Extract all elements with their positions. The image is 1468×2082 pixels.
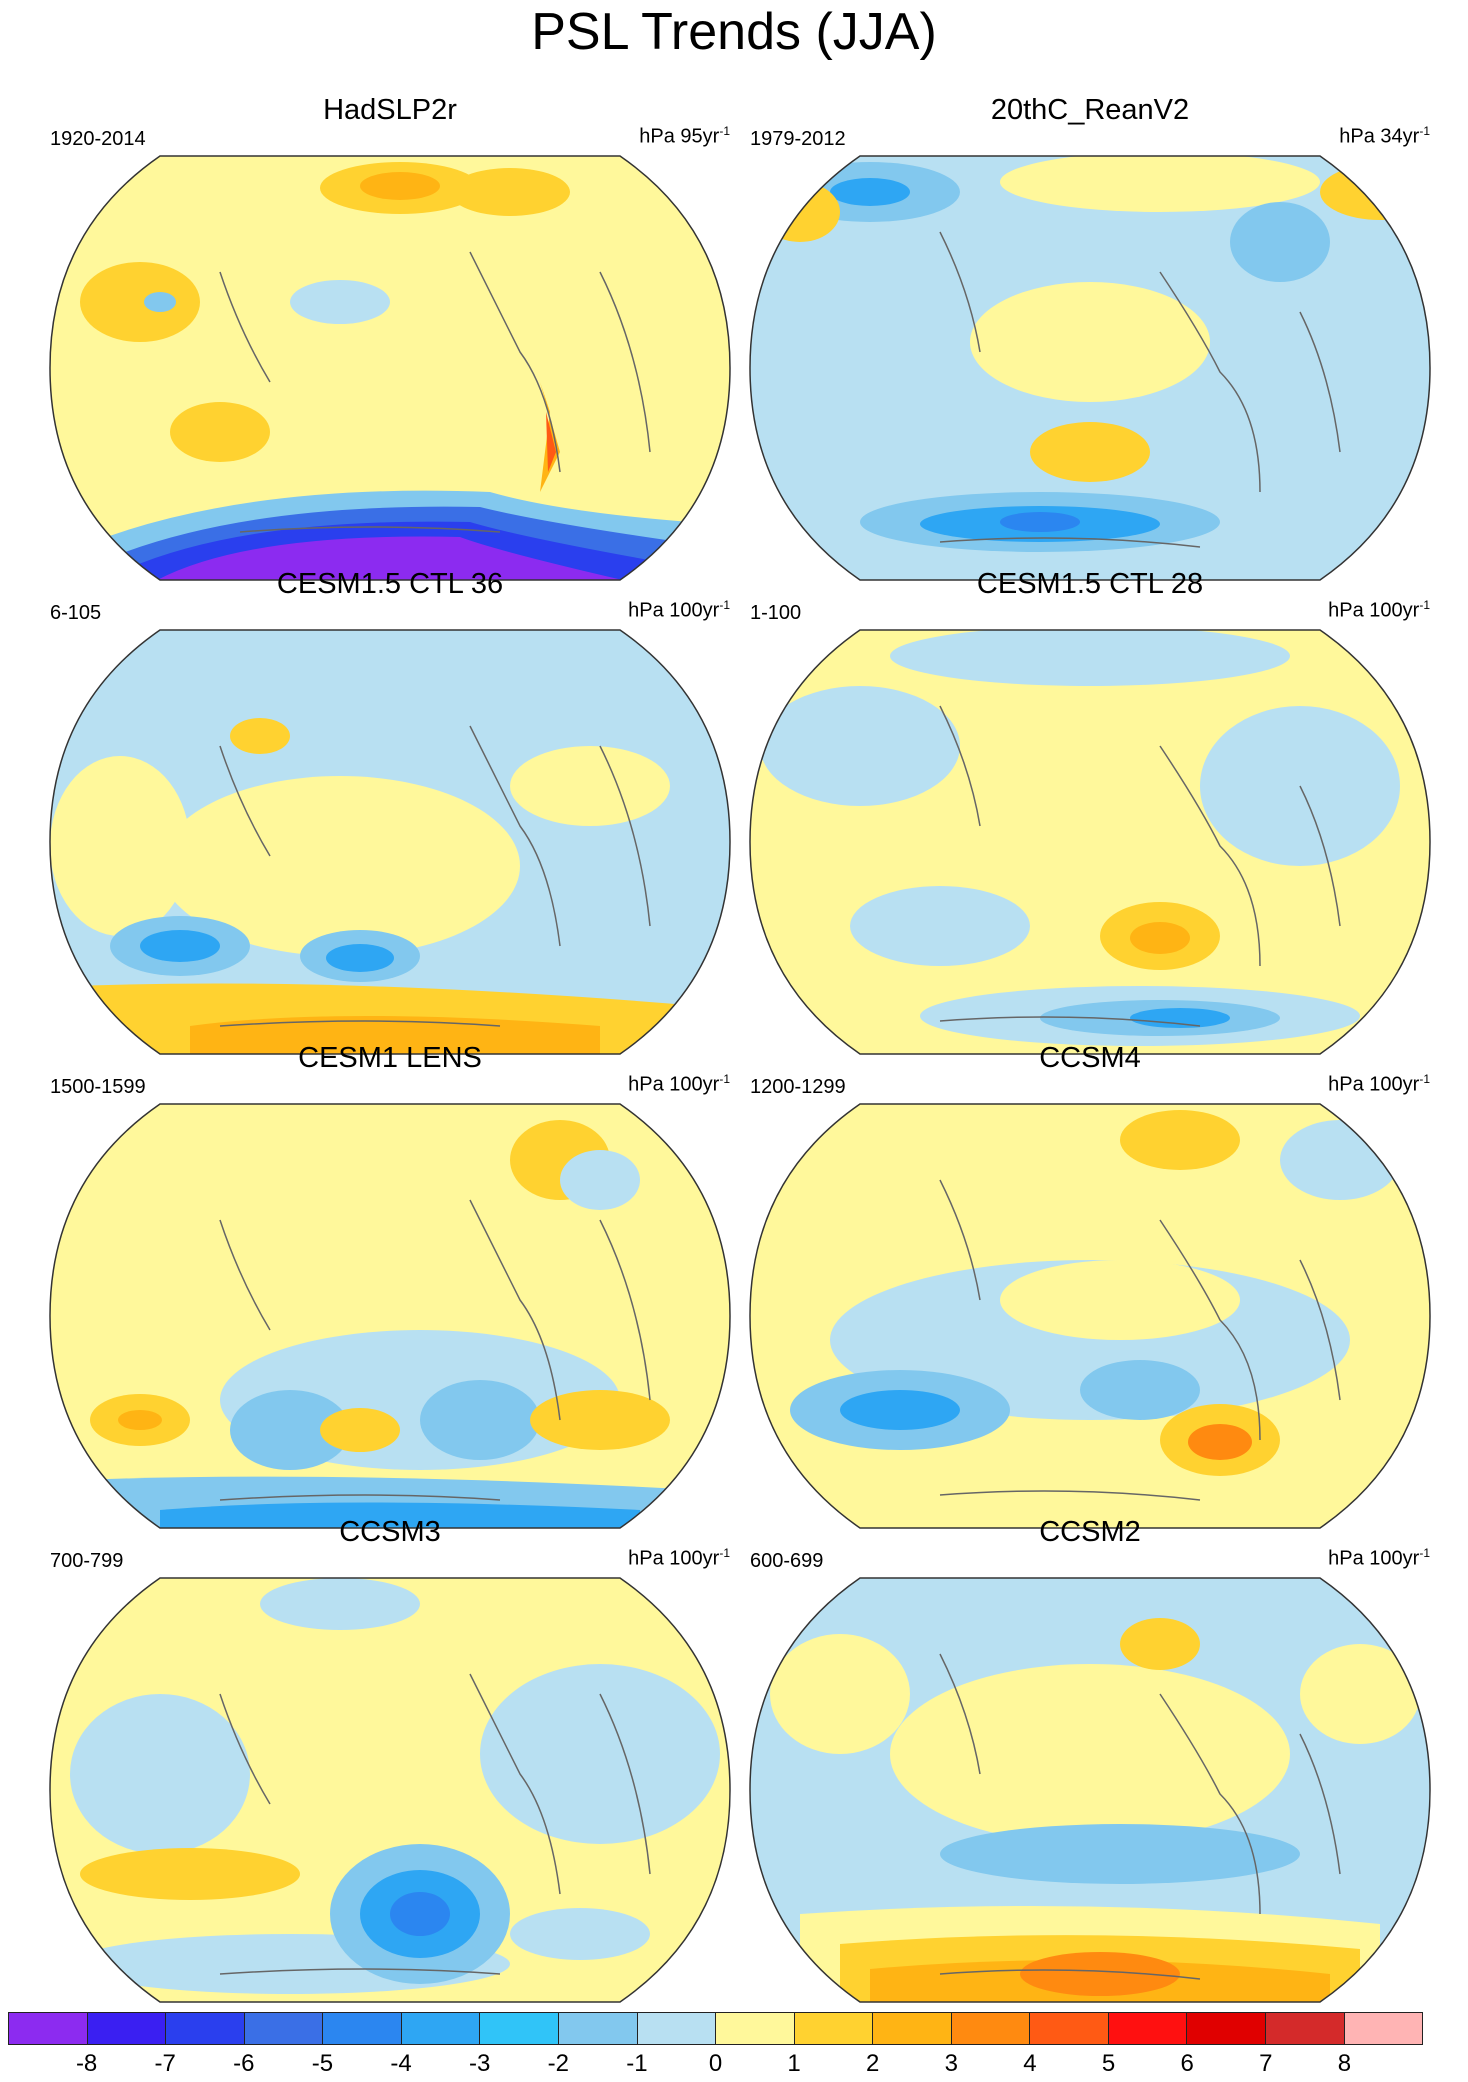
panel-units: hPa 100yr-1 (628, 1546, 730, 1570)
colorbar-tick-label: 8 (1337, 2050, 1352, 2077)
panel-units: hPa 100yr-1 (628, 1072, 730, 1096)
map-cesm1-lens (49, 1103, 731, 1529)
colorbar-tick-label: 7 (1259, 2050, 1273, 2077)
colorbar-segment (401, 2013, 481, 2044)
panel-units: hPa 95yr-1 (639, 124, 730, 148)
panel-cesm15-ctl36: CESM1.5 CTL 36 6-105 hPa 100yr-1 (40, 566, 740, 1055)
panel-ccsm3: CCSM3 700-799 hPa 100yr-1 (40, 1514, 740, 2003)
panel-20thc-reanv2: 20thC_ReanV2 1979-2012 hPa 34yr-1 (740, 92, 1440, 581)
panel-cesm15-ctl28: CESM1.5 CTL 28 1-100 hPa 100yr-1 (740, 566, 1440, 1055)
colorbar-segment (87, 2013, 167, 2044)
colorbar-tick-label: 4 (1023, 2050, 1037, 2077)
colorbar-tick-label: 6 (1180, 2050, 1194, 2077)
colorbar-tick-label: 3 (944, 2050, 958, 2077)
colorbar-tick-label: -3 (468, 2050, 491, 2077)
colorbar-segment (637, 2013, 717, 2044)
panel-years: 6-105 (50, 602, 102, 624)
colorbar-segment (9, 2013, 88, 2044)
map-ccsm4 (749, 1103, 1431, 1529)
colorbar-segment (794, 2013, 874, 2044)
map-20thc-reanv2 (749, 155, 1431, 581)
colorbar-segment (1344, 2013, 1423, 2044)
colorbar-segment (323, 2013, 402, 2044)
colorbar-segment (166, 2013, 245, 2044)
panel-title: CCSM3 (339, 1516, 441, 1548)
panel-title: CESM1.5 CTL 28 (976, 568, 1204, 600)
map-cesm15-ctl28 (749, 629, 1431, 1055)
colorbar-segment (1187, 2013, 1266, 2044)
colorbar-tick-label: 2 (866, 2050, 880, 2077)
colorbar-segment (244, 2013, 324, 2044)
colorbar-segment (951, 2013, 1031, 2044)
colorbar-tick-label: -5 (311, 2050, 334, 2077)
colorbar-tick-label: -8 (75, 2050, 98, 2077)
panel-years: 1200-1299 (750, 1076, 846, 1098)
colorbar-segment (716, 2013, 795, 2044)
colorbar-segment (1108, 2013, 1188, 2044)
colorbar-tick-label: -6 (233, 2050, 255, 2077)
colorbar-segment (1030, 2013, 1109, 2044)
panel-years: 700-799 (50, 1550, 124, 1572)
colorbar-tick-label: -1 (626, 2050, 648, 2077)
colorbar-tick-label: -4 (390, 2050, 412, 2077)
panel-title: 20thC_ReanV2 (990, 94, 1190, 126)
map-ccsm2 (749, 1577, 1431, 2003)
colorbar-tick-label: -2 (547, 2050, 569, 2077)
panel-hadslp2r: HadSLP2r 1920-2014 hPa 95yr-1 (40, 92, 740, 581)
figure-title: PSL Trends (JJA) (531, 3, 937, 61)
panel-title: CESM1 LENS (298, 1042, 482, 1074)
panel-cesm1-lens: CESM1 LENS 1500-1599 hPa 100yr-1 (40, 1040, 740, 1529)
map-hadslp2r (49, 155, 731, 581)
colorbar-tick-label: 1 (787, 2050, 801, 2077)
colorbar-tick-label: -7 (154, 2050, 176, 2077)
panel-units: hPa 100yr-1 (1328, 1072, 1430, 1096)
colorbar-segment (558, 2013, 638, 2044)
map-cesm15-ctl36 (49, 629, 731, 1055)
panel-years: 1500-1599 (50, 1076, 146, 1098)
colorbar (8, 2012, 1423, 2045)
colorbar-tick-label: 0 (708, 2050, 723, 2077)
panel-years: 600-699 (750, 1550, 824, 1572)
colorbar-segment (480, 2013, 559, 2044)
panel-years: 1979-2012 (750, 128, 846, 150)
panel-units: hPa 100yr-1 (1328, 1546, 1430, 1570)
panel-years: 1920-2014 (50, 128, 146, 150)
panel-ccsm4: CCSM4 1200-1299 hPa 100yr-1 (740, 1040, 1440, 1529)
panel-title: CESM1.5 CTL 36 (276, 568, 504, 600)
panel-title: HadSLP2r (323, 94, 457, 126)
panel-title: CCSM4 (1039, 1042, 1141, 1074)
panel-units: hPa 100yr-1 (628, 598, 730, 622)
colorbar-segment (873, 2013, 952, 2044)
panel-title: CCSM2 (1039, 1516, 1141, 1548)
map-ccsm3 (49, 1577, 731, 2003)
panel-ccsm2: CCSM2 600-699 hPa 100yr-1 (740, 1514, 1440, 2003)
colorbar-tick-label: 5 (1101, 2050, 1116, 2077)
panel-years: 1-100 (750, 602, 802, 624)
colorbar-segment (1266, 2013, 1345, 2044)
panel-units: hPa 34yr-1 (1339, 124, 1430, 148)
panel-units: hPa 100yr-1 (1328, 598, 1430, 622)
